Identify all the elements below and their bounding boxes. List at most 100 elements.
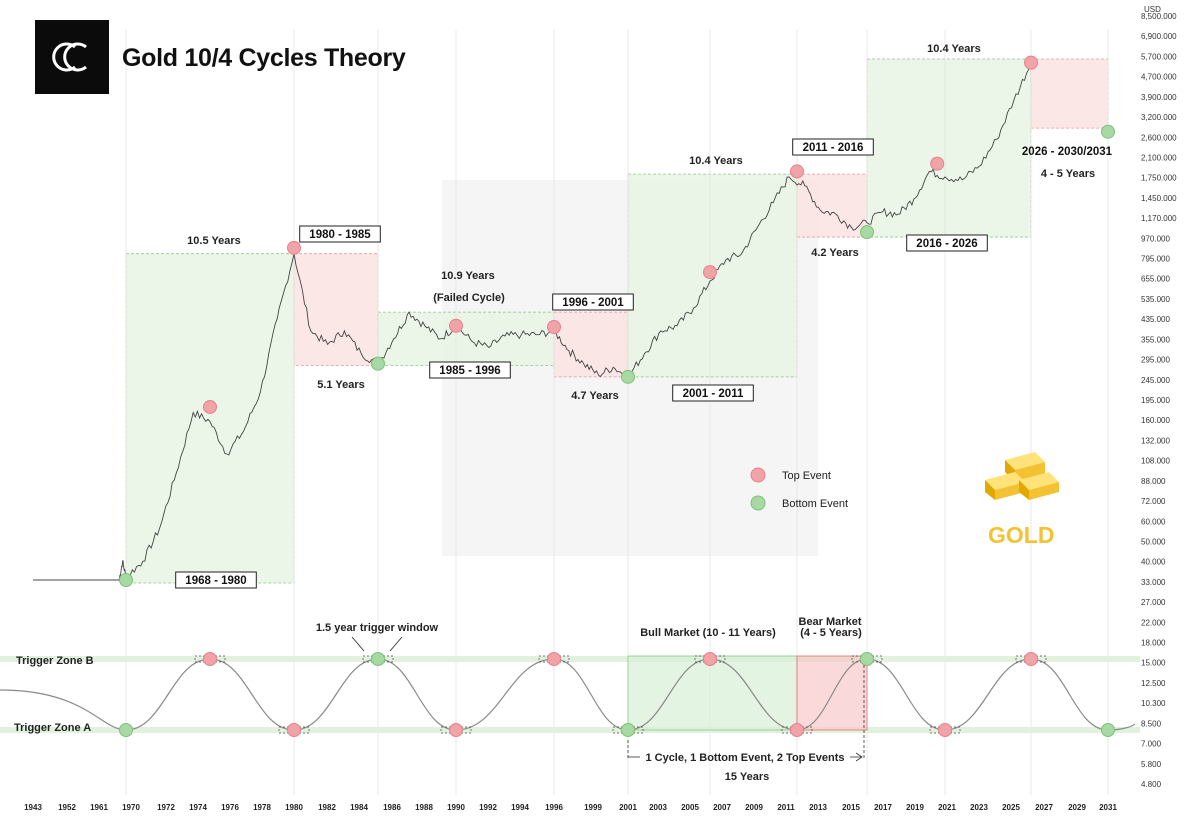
x-tick-label: 1952 bbox=[58, 803, 76, 812]
oscillator-bottom-marker bbox=[621, 723, 635, 737]
oscillator-top-marker bbox=[449, 723, 463, 737]
cycle-range-label: 2011 - 2016 bbox=[803, 142, 864, 154]
y-tick-label: 245.000 bbox=[1141, 376, 1170, 385]
cycle-range-box bbox=[175, 571, 257, 589]
oscillator-top-marker bbox=[547, 652, 561, 666]
cycle-note-label: (Failed Cycle) bbox=[433, 292, 505, 304]
y-tick-label: 2,600.000 bbox=[1141, 133, 1177, 142]
trigger-zone-b-label: Trigger Zone B bbox=[16, 655, 94, 667]
x-tick-label: 2021 bbox=[938, 803, 956, 812]
bottom-event-marker bbox=[371, 356, 385, 371]
x-tick-label: 1943 bbox=[24, 803, 42, 812]
trigger-window-box bbox=[440, 726, 472, 734]
x-tick-label: 2015 bbox=[842, 803, 860, 812]
y-tick-label: 88.000 bbox=[1141, 477, 1166, 486]
y-tick-label: 15.000 bbox=[1141, 659, 1166, 668]
y-tick-label: 2,100.000 bbox=[1141, 153, 1177, 162]
x-tick-label: 1988 bbox=[415, 803, 433, 812]
cycle-range-label: 1996 - 2001 bbox=[562, 297, 624, 309]
legend-bottom-marker bbox=[750, 495, 766, 511]
y-tick-label: 160.000 bbox=[1141, 416, 1170, 425]
oscillator-top-marker bbox=[938, 723, 952, 737]
trigger-window-box bbox=[612, 726, 644, 734]
cycle-range-box bbox=[906, 234, 988, 252]
cycle-duration-label: 10.9 Years bbox=[441, 270, 495, 282]
x-tick-label: 2007 bbox=[713, 803, 731, 812]
oscillator-bottom-marker bbox=[860, 652, 874, 666]
oscillator-top-marker bbox=[203, 652, 217, 666]
legend-top-label: Top Event bbox=[782, 470, 831, 482]
y-tick-label: 655.000 bbox=[1141, 275, 1170, 284]
legend-bottom-label: Bottom Event bbox=[782, 498, 848, 510]
bear-market-years-label: (4 - 5 Years) bbox=[800, 627, 862, 639]
cycle-box-bear bbox=[1030, 58, 1109, 129]
trigger-window-box bbox=[194, 655, 226, 663]
y-tick-label: 435.000 bbox=[1141, 315, 1170, 324]
trigger-window-label: 1.5 year trigger window bbox=[316, 622, 439, 634]
y-tick-label: 10.300 bbox=[1141, 699, 1166, 708]
cycle-box-bear bbox=[553, 311, 629, 378]
bottom-event-marker bbox=[1101, 124, 1115, 139]
cycle-range-box bbox=[552, 293, 634, 311]
x-tick-label: 1974 bbox=[189, 803, 207, 812]
x-tick-label: 1976 bbox=[221, 803, 239, 812]
currency-label: USD bbox=[1144, 5, 1161, 14]
cycle-range-box bbox=[299, 225, 381, 243]
x-tick-label: 1999 bbox=[584, 803, 602, 812]
trigger-zone-a-band bbox=[0, 727, 1140, 733]
y-tick-label: 40.000 bbox=[1141, 558, 1166, 567]
x-tick-label: 1992 bbox=[479, 803, 497, 812]
top-event-marker bbox=[547, 320, 561, 335]
bear-market-zone bbox=[796, 655, 868, 731]
x-tick-label: 1961 bbox=[90, 803, 108, 812]
oscillator-bottom-marker bbox=[119, 723, 133, 737]
x-tick-label: 2003 bbox=[649, 803, 667, 812]
x-tick-label: 1996 bbox=[545, 803, 563, 812]
x-tick-label: 1978 bbox=[253, 803, 271, 812]
trigger-window-box bbox=[851, 655, 883, 663]
y-tick-label: 970.000 bbox=[1141, 234, 1170, 243]
y-tick-label: 3,900.000 bbox=[1141, 93, 1177, 102]
y-tick-label: 5.800 bbox=[1141, 760, 1162, 769]
cycle-duration-label: 10.4 Years bbox=[689, 155, 743, 167]
y-tick-label: 27.000 bbox=[1141, 598, 1166, 607]
page-title: Gold 10/4 Cycles Theory bbox=[122, 44, 406, 72]
cycle-duration-label: 4.2 Years bbox=[811, 247, 859, 259]
y-tick-label: 18.000 bbox=[1141, 639, 1166, 648]
y-tick-label: 33.000 bbox=[1141, 578, 1166, 587]
y-tick-label: 795.000 bbox=[1141, 255, 1170, 264]
trigger-window-box bbox=[694, 655, 726, 663]
logo bbox=[35, 20, 109, 94]
x-tick-label: 2011 bbox=[777, 803, 795, 812]
y-tick-label: 195.000 bbox=[1141, 396, 1170, 405]
y-tick-label: 6,900.000 bbox=[1141, 32, 1177, 41]
y-tick-label: 4.800 bbox=[1141, 780, 1162, 789]
cycle-box-bear bbox=[293, 253, 379, 366]
x-tick-label: 2017 bbox=[874, 803, 892, 812]
trigger-window-box bbox=[929, 726, 961, 734]
y-tick-label: 535.000 bbox=[1141, 295, 1170, 304]
x-tick-label: 1984 bbox=[350, 803, 368, 812]
trigger-window-arrow bbox=[389, 636, 403, 652]
cycle-years-label: 15 Years bbox=[725, 771, 769, 783]
x-tick-label: 2023 bbox=[970, 803, 988, 812]
y-tick-label: 72.000 bbox=[1141, 497, 1166, 506]
cycle-duration-label: 4 - 5 Years bbox=[1041, 168, 1095, 180]
oscillator-bottom-marker bbox=[1101, 723, 1115, 737]
oscillator-bottom-marker bbox=[371, 652, 385, 666]
x-tick-label: 2031 bbox=[1099, 803, 1117, 812]
x-tick-label: 1994 bbox=[511, 803, 529, 812]
y-tick-label: 22.000 bbox=[1141, 618, 1166, 627]
cycle-range-label: 2026 - 2030/2031 bbox=[1022, 146, 1113, 158]
y-tick-label: 355.000 bbox=[1141, 335, 1170, 344]
bottom-event-marker bbox=[860, 225, 874, 240]
x-tick-label: 2005 bbox=[681, 803, 699, 812]
cycle-box-bull bbox=[377, 311, 555, 366]
top-event-marker bbox=[449, 318, 463, 333]
oscillator-top-marker bbox=[703, 652, 717, 666]
legend-top-marker bbox=[750, 467, 766, 483]
y-tick-label: 1,750.000 bbox=[1141, 174, 1177, 183]
top-event-marker bbox=[287, 240, 301, 255]
bear-market-label: Bear Market bbox=[799, 616, 862, 628]
cycle-duration-label: 5.1 Years bbox=[317, 379, 365, 391]
